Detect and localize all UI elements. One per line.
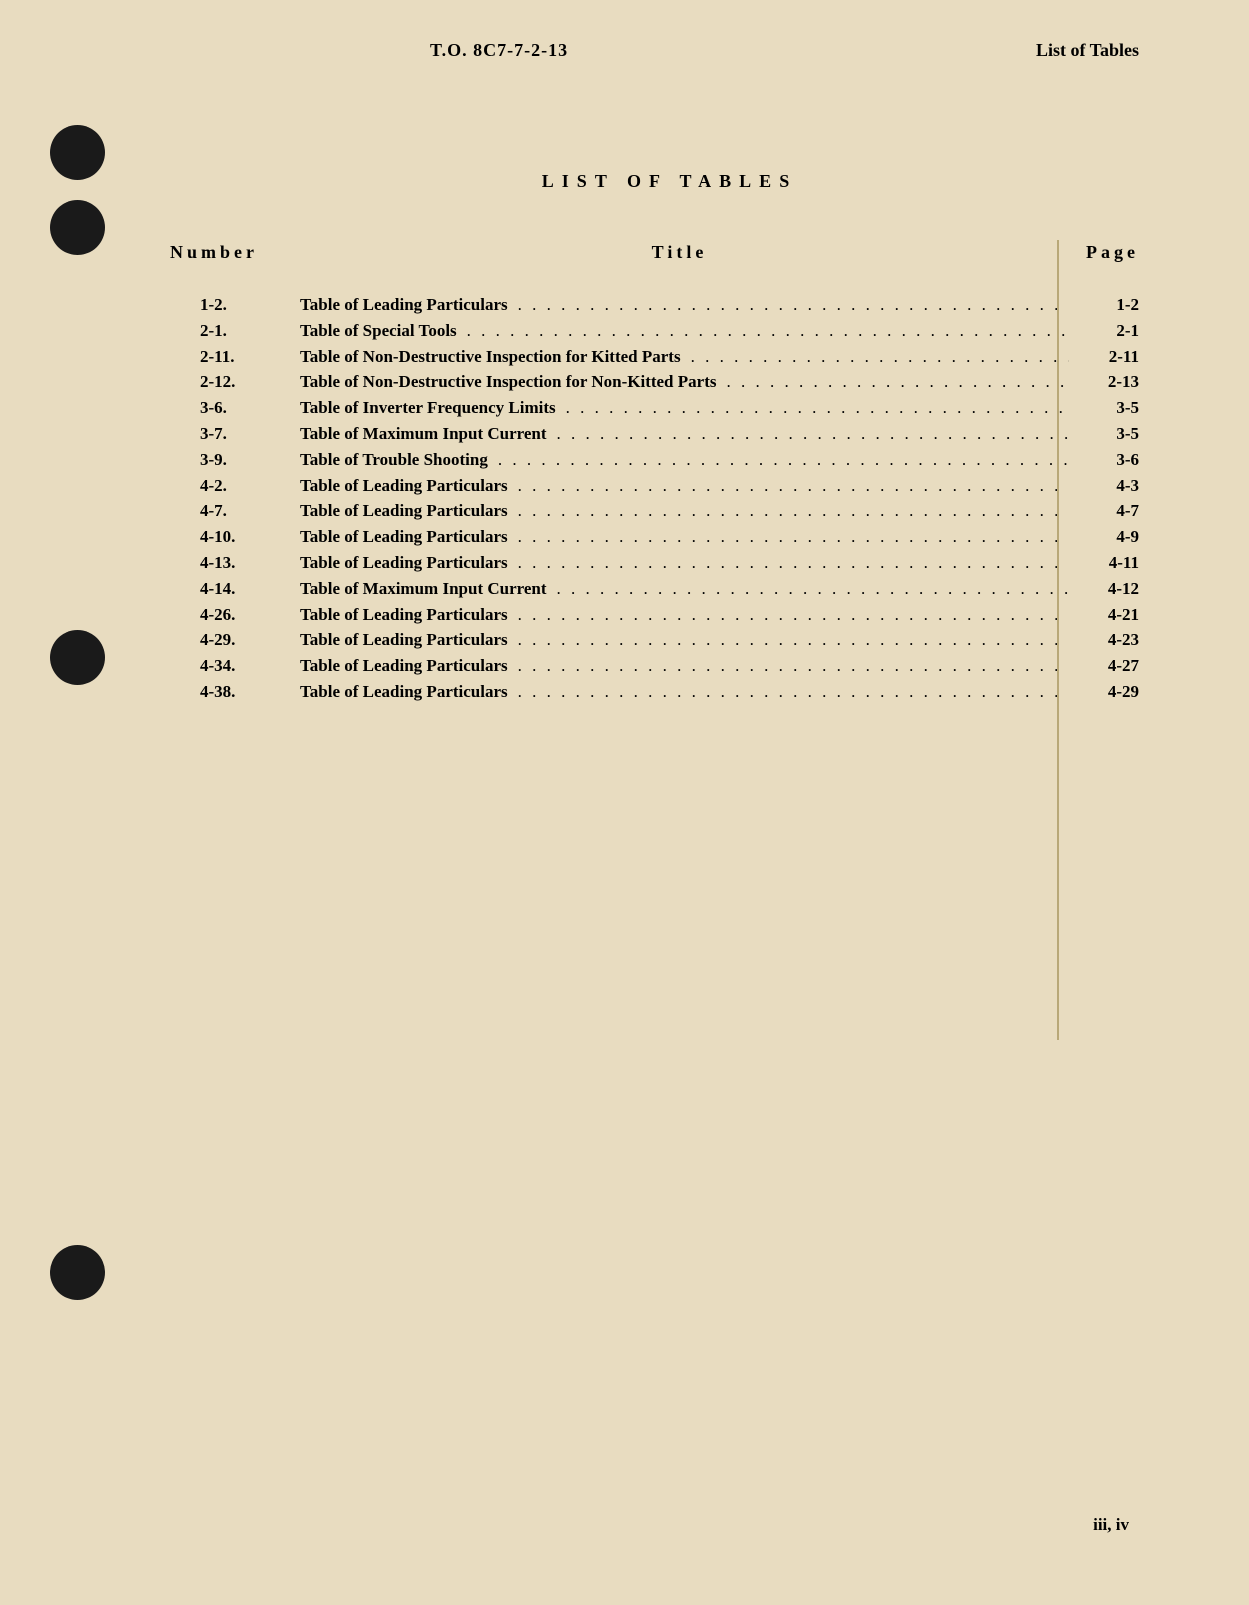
table-row: 2-1.Table of Special Tools. . . . . . . … <box>200 319 1139 343</box>
column-header-number: Number <box>170 242 300 263</box>
leader-dots: . . . . . . . . . . . . . . . . . . . . … <box>547 577 1069 601</box>
entry-page: 1-2 <box>1069 293 1139 317</box>
entry-number: 4-2. <box>200 474 300 498</box>
entry-page: 4-21 <box>1069 603 1139 627</box>
leader-dots: . . . . . . . . . . . . . . . . . . . . … <box>488 448 1069 472</box>
leader-dots: . . . . . . . . . . . . . . . . . . . . … <box>508 603 1069 627</box>
punch-hole <box>50 125 105 180</box>
entry-number: 3-6. <box>200 396 300 420</box>
entry-title: Table of Inverter Frequency Limits <box>300 396 556 420</box>
entry-number: 2-12. <box>200 370 300 394</box>
table-row: 4-34.Table of Leading Particulars. . . .… <box>200 654 1139 678</box>
entry-title: Table of Leading Particulars <box>300 680 508 704</box>
margin-line <box>1057 240 1059 1040</box>
entry-page: 3-6 <box>1069 448 1139 472</box>
entry-number: 4-7. <box>200 499 300 523</box>
entry-title: Table of Leading Particulars <box>300 551 508 575</box>
punch-hole <box>50 1245 105 1300</box>
table-row: 4-10.Table of Leading Particulars. . . .… <box>200 525 1139 549</box>
entry-title: Table of Non-Destructive Inspection for … <box>300 345 681 369</box>
entry-page: 4-11 <box>1069 551 1139 575</box>
table-row: 4-14.Table of Maximum Input Current. . .… <box>200 577 1139 601</box>
entry-title: Table of Leading Particulars <box>300 293 508 317</box>
leader-dots: . . . . . . . . . . . . . . . . . . . . … <box>681 345 1069 369</box>
punch-hole <box>50 630 105 685</box>
entry-title: Table of Leading Particulars <box>300 603 508 627</box>
entry-number: 3-7. <box>200 422 300 446</box>
table-row: 1-2.Table of Leading Particulars. . . . … <box>200 293 1139 317</box>
entry-title: Table of Non-Destructive Inspection for … <box>300 370 716 394</box>
leader-dots: . . . . . . . . . . . . . . . . . . . . … <box>508 551 1069 575</box>
entry-page: 2-1 <box>1069 319 1139 343</box>
leader-dots: . . . . . . . . . . . . . . . . . . . . … <box>508 628 1069 652</box>
table-row: 4-13.Table of Leading Particulars. . . .… <box>200 551 1139 575</box>
leader-dots: . . . . . . . . . . . . . . . . . . . . … <box>508 680 1069 704</box>
document-number: T.O. 8C7-7-2-13 <box>430 40 568 61</box>
entry-title: Table of Leading Particulars <box>300 654 508 678</box>
table-row: 4-7.Table of Leading Particulars. . . . … <box>200 499 1139 523</box>
leader-dots: . . . . . . . . . . . . . . . . . . . . … <box>716 370 1069 394</box>
leader-dots: . . . . . . . . . . . . . . . . . . . . … <box>556 396 1069 420</box>
entry-number: 1-2. <box>200 293 300 317</box>
table-row: 4-26.Table of Leading Particulars. . . .… <box>200 603 1139 627</box>
entry-number: 4-14. <box>200 577 300 601</box>
entry-title: Table of Special Tools <box>300 319 457 343</box>
page-title: LIST OF TABLES <box>170 171 1169 192</box>
entry-page: 3-5 <box>1069 422 1139 446</box>
entry-title: Table of Maximum Input Current <box>300 577 547 601</box>
entry-page: 4-27 <box>1069 654 1139 678</box>
entry-number: 4-29. <box>200 628 300 652</box>
entry-page: 2-13 <box>1069 370 1139 394</box>
column-headers: Number Title Page <box>170 242 1169 263</box>
entry-title: Table of Maximum Input Current <box>300 422 547 446</box>
entry-title: Table of Leading Particulars <box>300 499 508 523</box>
entry-number: 2-11. <box>200 345 300 369</box>
entry-number: 4-38. <box>200 680 300 704</box>
column-header-page: Page <box>1059 242 1139 263</box>
entry-title: Table of Leading Particulars <box>300 525 508 549</box>
entry-number: 4-26. <box>200 603 300 627</box>
leader-dots: . . . . . . . . . . . . . . . . . . . . … <box>508 499 1069 523</box>
leader-dots: . . . . . . . . . . . . . . . . . . . . … <box>508 525 1069 549</box>
table-entries: 1-2.Table of Leading Particulars. . . . … <box>170 293 1169 704</box>
table-row: 2-11.Table of Non-Destructive Inspection… <box>200 345 1139 369</box>
table-row: 3-7.Table of Maximum Input Current. . . … <box>200 422 1139 446</box>
entry-number: 4-34. <box>200 654 300 678</box>
table-row: 4-2.Table of Leading Particulars. . . . … <box>200 474 1139 498</box>
leader-dots: . . . . . . . . . . . . . . . . . . . . … <box>508 654 1069 678</box>
page-header: T.O. 8C7-7-2-13 List of Tables <box>170 40 1169 61</box>
table-row: 4-38.Table of Leading Particulars. . . .… <box>200 680 1139 704</box>
column-header-title: Title <box>300 242 1059 263</box>
entry-page: 4-3 <box>1069 474 1139 498</box>
entry-number: 4-13. <box>200 551 300 575</box>
table-row: 3-9.Table of Trouble Shooting. . . . . .… <box>200 448 1139 472</box>
entry-title: Table of Trouble Shooting <box>300 448 488 472</box>
leader-dots: . . . . . . . . . . . . . . . . . . . . … <box>547 422 1069 446</box>
entry-page: 4-7 <box>1069 499 1139 523</box>
table-row: 4-29.Table of Leading Particulars. . . .… <box>200 628 1139 652</box>
table-row: 3-6.Table of Inverter Frequency Limits. … <box>200 396 1139 420</box>
entry-page: 4-23 <box>1069 628 1139 652</box>
leader-dots: . . . . . . . . . . . . . . . . . . . . … <box>508 293 1069 317</box>
header-label: List of Tables <box>1036 40 1139 61</box>
entry-title: Table of Leading Particulars <box>300 474 508 498</box>
punch-hole <box>50 200 105 255</box>
entry-number: 3-9. <box>200 448 300 472</box>
entry-title: Table of Leading Particulars <box>300 628 508 652</box>
table-row: 2-12.Table of Non-Destructive Inspection… <box>200 370 1139 394</box>
entry-page: 4-12 <box>1069 577 1139 601</box>
page-number: iii, iv <box>1093 1515 1129 1535</box>
entry-page: 2-11 <box>1069 345 1139 369</box>
entry-page: 4-29 <box>1069 680 1139 704</box>
leader-dots: . . . . . . . . . . . . . . . . . . . . … <box>508 474 1069 498</box>
entry-page: 3-5 <box>1069 396 1139 420</box>
entry-number: 2-1. <box>200 319 300 343</box>
entry-number: 4-10. <box>200 525 300 549</box>
leader-dots: . . . . . . . . . . . . . . . . . . . . … <box>457 319 1069 343</box>
entry-page: 4-9 <box>1069 525 1139 549</box>
page-container: T.O. 8C7-7-2-13 List of Tables LIST OF T… <box>170 40 1169 1565</box>
